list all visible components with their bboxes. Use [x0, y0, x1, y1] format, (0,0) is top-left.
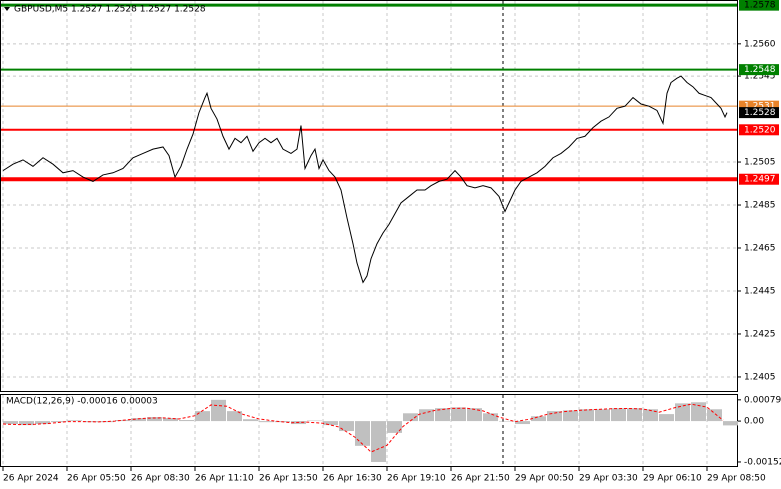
x-tick-label: 26 Apr 08:30: [131, 474, 190, 484]
macd-bar: [643, 409, 658, 422]
y-tick-label: 1.2560: [744, 39, 776, 49]
level-label-box: [739, 124, 779, 136]
x-tick-label: 26 Apr 13:50: [259, 474, 318, 484]
x-tick-label: 29 Apr 08:50: [707, 474, 766, 484]
macd-bar: [227, 411, 242, 422]
macd-bar: [419, 409, 434, 422]
macd-bar: [451, 407, 466, 422]
bid-label: 1.2528: [744, 108, 776, 118]
macd-bar: [723, 421, 738, 426]
y-tick-label: 1.2505: [744, 158, 776, 168]
macd-bar: [627, 408, 642, 422]
macd-bar: [403, 413, 418, 422]
macd-bar: [371, 421, 386, 462]
y-tick-label: 1.2485: [744, 201, 776, 211]
macd-bar: [339, 421, 354, 432]
macd-bar: [579, 409, 594, 422]
x-tick-label: 26 Apr 2024: [3, 474, 59, 484]
collapse-icon: [4, 7, 10, 11]
macd-bar: [659, 414, 674, 422]
macd-bar: [179, 420, 194, 422]
level-label-box: [739, 100, 779, 112]
macd-title: MACD(12,26,9) -0.00016 0.00003: [6, 397, 158, 407]
level-label: 1.2497: [744, 175, 776, 185]
macd-bar: [51, 421, 66, 423]
macd-bar: [707, 409, 722, 422]
macd-bar: [675, 403, 690, 422]
x-tick-label: 26 Apr 16:30: [323, 474, 382, 484]
macd-bar: [3, 421, 18, 425]
macd-bar: [163, 418, 178, 422]
macd-bar: [515, 421, 530, 425]
macd-bar: [435, 408, 450, 422]
y-tick-label: 1.2445: [744, 286, 776, 296]
level-label-box: [739, 0, 779, 11]
level-label: 1.2548: [744, 65, 776, 75]
macd-bar: [99, 421, 114, 423]
x-tick-label: 29 Apr 06:10: [643, 474, 702, 484]
macd-bar: [483, 413, 498, 422]
macd-bar: [547, 411, 562, 422]
y-tick-label: 1.2465: [744, 244, 776, 254]
y-tick-label: 0.00079: [744, 395, 781, 405]
chart-title: GBPUSD,M5 1.2527 1.2528 1.2527 1.2528: [14, 5, 206, 15]
macd-bar: [563, 410, 578, 422]
y-tick-label: 1.2405: [744, 372, 776, 382]
macd-bar: [531, 416, 546, 422]
x-tick-label: 26 Apr 19:10: [387, 474, 446, 484]
level-label-box: [739, 173, 779, 185]
macd-bar: [387, 421, 402, 433]
macd-bar: [259, 421, 274, 423]
level-label: 1.2531: [744, 102, 776, 112]
y-tick-label: 1.2545: [744, 72, 776, 82]
macd-bar: [35, 421, 50, 425]
macd-bar: [499, 421, 514, 422]
x-tick-label: 26 Apr 21:50: [451, 474, 510, 484]
price-panel: [0, 0, 738, 392]
x-tick-label: 29 Apr 00:50: [515, 474, 574, 484]
macd-bar: [67, 420, 82, 422]
macd-bar: [243, 419, 258, 422]
x-tick-label: 26 Apr 05:50: [67, 474, 126, 484]
macd-bar: [131, 418, 146, 422]
macd-bar: [115, 420, 130, 422]
macd-bar: [467, 408, 482, 422]
y-tick-label: -0.00152: [744, 457, 781, 467]
macd-bar: [595, 409, 610, 422]
y-tick-label: 1.2425: [744, 329, 776, 339]
macd-bar: [195, 411, 210, 422]
bid-label-box: [739, 107, 779, 119]
level-label-box: [739, 64, 779, 76]
y-tick-label: 0.00: [744, 417, 764, 427]
macd-bar: [211, 399, 226, 422]
macd-bar: [691, 402, 706, 422]
macd-bar: [147, 417, 162, 422]
macd-bar: [19, 421, 34, 426]
signal-line: [2, 403, 724, 453]
macd-bar: [307, 420, 322, 422]
price-line: [2, 75, 728, 284]
x-tick-label: 29 Apr 03:30: [579, 474, 638, 484]
level-label: 1.2578: [744, 1, 776, 11]
macd-bar: [355, 421, 370, 446]
macd-bar: [323, 421, 338, 426]
level-label: 1.2520: [744, 125, 776, 135]
x-tick-label: 26 Apr 11:10: [195, 474, 254, 484]
macd-bar: [611, 408, 626, 422]
